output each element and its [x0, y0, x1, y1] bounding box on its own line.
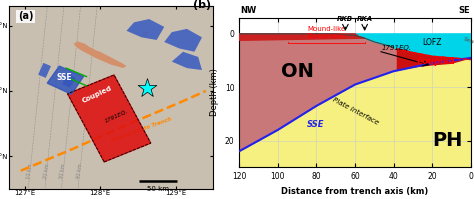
Text: Plate Interface: Plate Interface [332, 96, 380, 126]
Text: PH: PH [432, 131, 463, 150]
Text: Seafloor: Seafloor [463, 36, 474, 50]
Text: (b): (b) [193, 0, 211, 10]
Text: Mound-like
Topography: Mound-like Topography [306, 26, 346, 39]
Text: 50 km: 50 km [147, 186, 169, 192]
Polygon shape [73, 41, 127, 68]
Point [143, 86, 151, 89]
Text: NW: NW [240, 6, 257, 15]
Text: 1791EQ.: 1791EQ. [382, 45, 412, 51]
Polygon shape [164, 29, 202, 52]
Text: SE: SE [458, 6, 470, 15]
Polygon shape [239, 34, 365, 40]
Polygon shape [142, 31, 149, 37]
Y-axis label: Depth (km): Depth (km) [210, 69, 219, 116]
Text: Coupled: Coupled [417, 57, 456, 66]
Polygon shape [239, 58, 471, 167]
Text: 20 km: 20 km [43, 163, 50, 179]
Text: RKB: RKB [337, 16, 354, 21]
Polygon shape [47, 66, 83, 94]
Text: RKA: RKA [356, 16, 373, 21]
Text: SSE: SSE [57, 73, 73, 82]
Text: SSE: SSE [307, 120, 324, 129]
Polygon shape [38, 63, 51, 78]
Polygon shape [239, 34, 471, 151]
Text: LOFZ: LOFZ [422, 38, 442, 47]
Polygon shape [67, 75, 151, 162]
Text: 10 km: 10 km [27, 163, 33, 179]
Text: 40 km: 40 km [76, 163, 83, 179]
X-axis label: Distance from trench axis (km): Distance from trench axis (km) [282, 187, 428, 196]
Polygon shape [397, 49, 471, 70]
Polygon shape [172, 52, 202, 70]
Polygon shape [127, 19, 164, 40]
Text: 30 km: 30 km [60, 163, 67, 179]
Polygon shape [239, 58, 471, 167]
Polygon shape [62, 73, 76, 88]
Text: Nansei-Shoto Trench: Nansei-Shoto Trench [111, 116, 173, 143]
Text: (a): (a) [18, 12, 33, 21]
Text: 1791EQ.: 1791EQ. [104, 108, 129, 123]
Text: ON: ON [281, 61, 314, 81]
Text: Coupled: Coupled [81, 85, 113, 104]
Polygon shape [239, 34, 471, 60]
